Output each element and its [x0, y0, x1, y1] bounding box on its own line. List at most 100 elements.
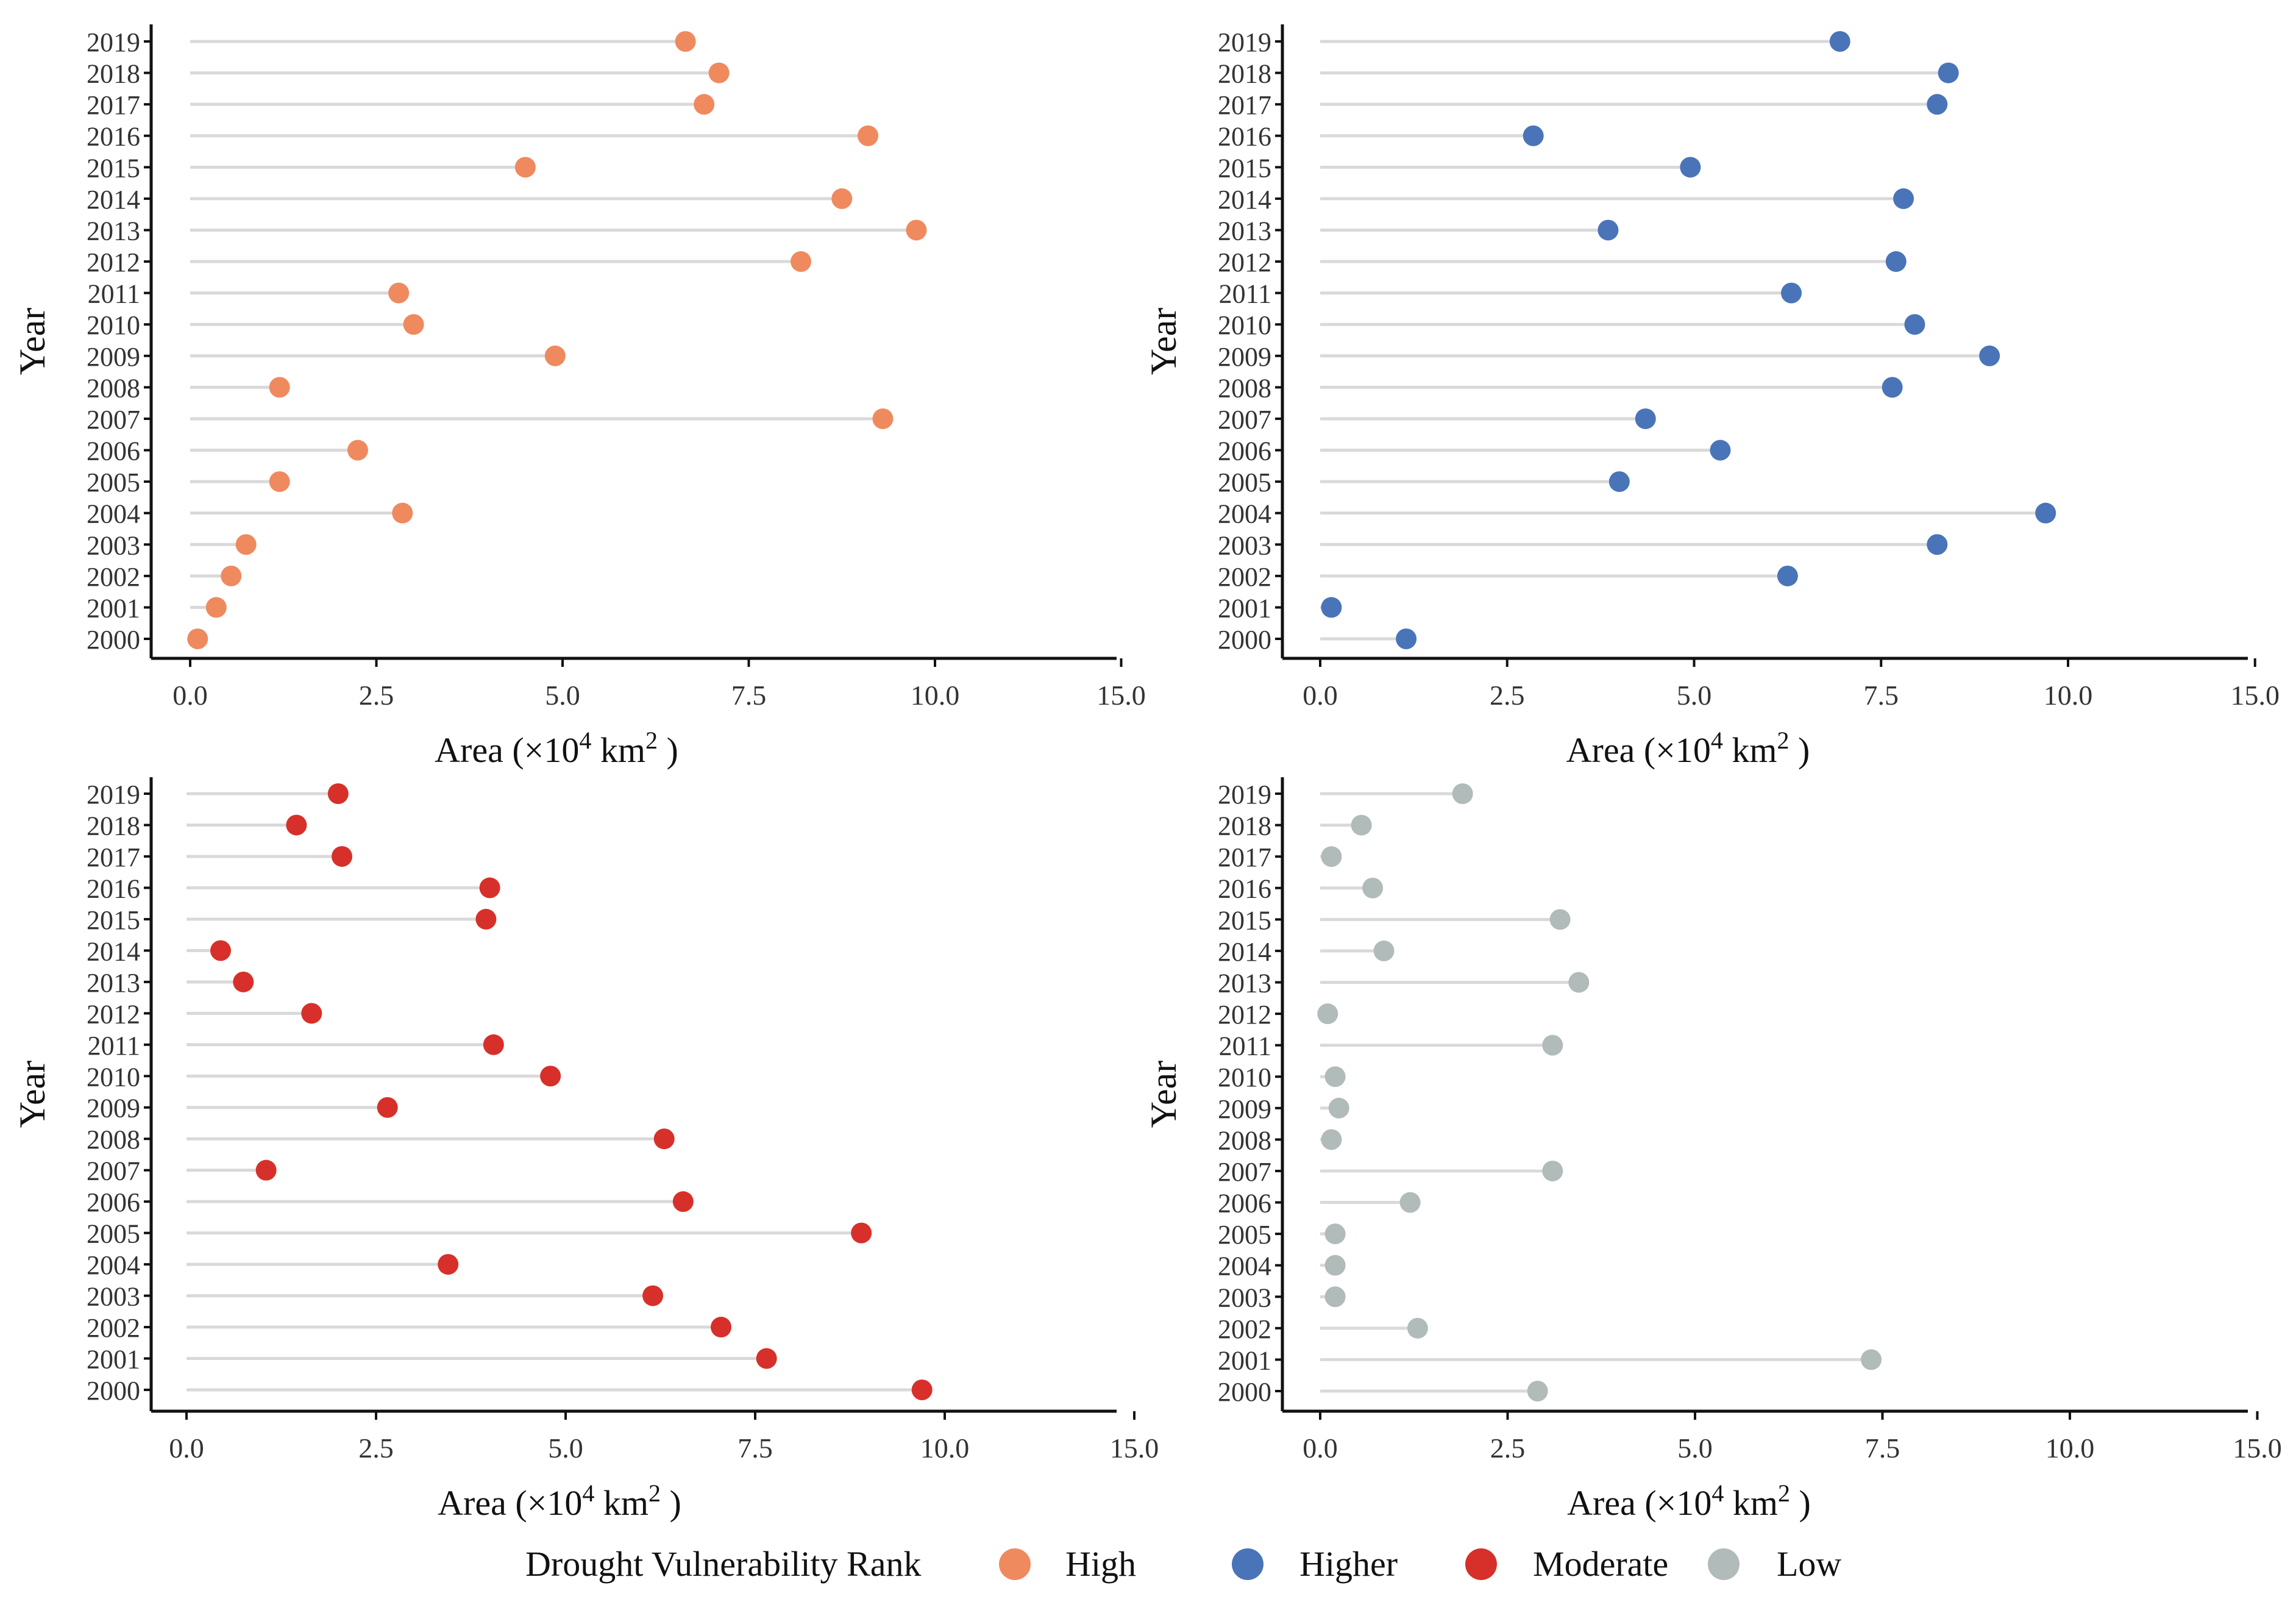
dot-2015 — [475, 908, 497, 930]
dot-2009 — [1328, 1097, 1349, 1119]
dot-2012 — [791, 251, 812, 272]
dot-2004 — [2035, 502, 2056, 524]
x-tick-label-0.0: 0.0 — [1303, 680, 1338, 711]
dot-2010 — [1904, 314, 1925, 335]
y-tick-label-2012: 2012 — [87, 999, 140, 1029]
y-tick-label-2006: 2006 — [1218, 1189, 1271, 1219]
dot-2011 — [483, 1034, 504, 1055]
legend-swatch-high — [999, 1548, 1031, 1580]
dot-2003 — [1324, 1286, 1346, 1308]
y-tick-label-2015: 2015 — [87, 905, 140, 935]
x-tick-label-7.5: 7.5 — [737, 1433, 773, 1464]
y-tick-label-2002: 2002 — [1218, 562, 1271, 592]
y-tick-label-2018: 2018 — [87, 59, 140, 89]
y-tick-label-2010: 2010 — [1218, 1063, 1271, 1092]
dot-2000 — [911, 1380, 933, 1400]
y-tick-label-2012: 2012 — [1218, 247, 1271, 277]
dot-2018 — [286, 814, 307, 836]
y-tick-label-2004: 2004 — [1218, 499, 1271, 529]
dot-2016 — [1362, 877, 1384, 899]
y-tick-label-2019: 2019 — [87, 780, 140, 810]
dot-2012 — [1317, 1003, 1338, 1025]
dot-2004 — [438, 1254, 459, 1275]
dot-2005 — [1608, 471, 1630, 493]
x-tick-label-15.0: 15.0 — [2233, 1433, 2282, 1464]
y-tick-label-2008: 2008 — [87, 1125, 140, 1155]
dot-2001 — [1861, 1349, 1882, 1370]
dot-2013 — [1568, 972, 1590, 993]
dot-2018 — [1938, 62, 1959, 84]
dot-2001 — [205, 597, 227, 618]
dot-2004 — [1324, 1255, 1346, 1276]
y-tick-label-2007: 2007 — [87, 405, 140, 435]
y-tick-label-2011: 2011 — [1219, 1031, 1271, 1061]
x-tick-label-10.0: 10.0 — [2045, 1433, 2095, 1464]
x-tick-label-7.5: 7.5 — [1865, 1433, 1900, 1464]
x-tick-label-5.0: 5.0 — [1677, 1433, 1713, 1464]
x-tick-label-5.0: 5.0 — [548, 1433, 583, 1464]
x-axis-title: Area (×104 km2 ) — [438, 1479, 681, 1523]
x-axis-title: Area (×104 km2 ) — [1566, 727, 1810, 770]
y-tick-label-2004: 2004 — [1218, 1251, 1271, 1281]
x-axis-title: Area (×104 km2 ) — [1567, 1479, 1811, 1523]
panel-bottom-right: 2000200120022003200420052006200720082009… — [1143, 777, 2282, 1523]
panel-top-left: 2000200120022003200420052006200720082009… — [12, 24, 1146, 770]
x-tick-label-2.5: 2.5 — [358, 1433, 394, 1464]
dot-2014 — [1893, 188, 1914, 209]
y-tick-label-2014: 2014 — [1218, 937, 1271, 967]
y-tick-label-2013: 2013 — [87, 216, 140, 246]
dot-2019 — [675, 31, 696, 52]
dot-2008 — [269, 377, 290, 398]
y-tick-label-2002: 2002 — [1218, 1314, 1271, 1344]
dot-2008 — [653, 1128, 675, 1150]
y-axis-title: Year — [12, 308, 52, 376]
legend-title: Drought Vulnerability Rank — [525, 1544, 921, 1584]
y-axis-title: Year — [1143, 308, 1184, 376]
y-tick-label-2005: 2005 — [1218, 1220, 1271, 1250]
dot-2008 — [1321, 1129, 1342, 1150]
y-tick-label-2005: 2005 — [1218, 468, 1271, 497]
dot-2009 — [544, 345, 566, 366]
y-tick-label-2001: 2001 — [1218, 1345, 1271, 1375]
x-tick-label-2.5: 2.5 — [1490, 680, 1525, 711]
y-tick-label-2019: 2019 — [87, 27, 140, 57]
dot-2018 — [708, 62, 730, 84]
dot-2010 — [403, 314, 424, 335]
dot-2006 — [672, 1191, 694, 1212]
dot-2006 — [347, 440, 368, 461]
x-tick-label-0.0: 0.0 — [169, 1433, 204, 1464]
x-tick-label-2.5: 2.5 — [1490, 1433, 1526, 1464]
y-tick-label-2002: 2002 — [87, 562, 140, 592]
x-tick-label-5.0: 5.0 — [545, 680, 580, 711]
y-tick-label-2000: 2000 — [87, 1376, 140, 1406]
y-tick-label-2004: 2004 — [87, 499, 140, 529]
y-tick-label-2006: 2006 — [1218, 436, 1271, 466]
dot-2013 — [233, 971, 254, 992]
dot-2007 — [1635, 408, 1656, 429]
dot-2017 — [1927, 94, 1948, 115]
x-tick-label-2.5: 2.5 — [359, 680, 394, 711]
y-tick-label-2015: 2015 — [1218, 905, 1271, 935]
legend-label-high: High — [1065, 1544, 1136, 1584]
x-tick-label-15.0: 15.0 — [1096, 680, 1146, 711]
dot-2005 — [269, 471, 290, 493]
y-tick-label-2012: 2012 — [87, 247, 140, 277]
y-tick-label-2018: 2018 — [1218, 59, 1271, 89]
dot-2003 — [1927, 534, 1948, 555]
dot-2001 — [1321, 597, 1342, 618]
y-tick-label-2010: 2010 — [1218, 310, 1271, 340]
dot-2006 — [1399, 1192, 1421, 1213]
y-tick-label-2000: 2000 — [87, 625, 140, 655]
dot-2007 — [255, 1159, 277, 1181]
y-tick-label-2009: 2009 — [1218, 1094, 1271, 1124]
y-tick-label-2003: 2003 — [1218, 1283, 1271, 1312]
dot-2002 — [711, 1317, 732, 1338]
dot-2002 — [1407, 1317, 1428, 1339]
y-tick-label-2006: 2006 — [87, 1187, 140, 1217]
dot-2009 — [1979, 345, 2000, 366]
y-tick-label-2003: 2003 — [87, 1282, 140, 1312]
x-axis-title: Area (×104 km2 ) — [435, 727, 678, 770]
y-tick-label-2005: 2005 — [87, 468, 140, 497]
y-tick-label-2014: 2014 — [87, 185, 140, 215]
dot-2016 — [479, 877, 500, 899]
